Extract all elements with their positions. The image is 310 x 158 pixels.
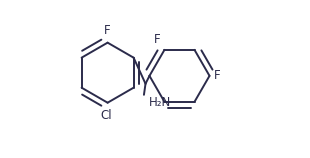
Text: F: F xyxy=(154,33,161,46)
Text: H₂N: H₂N xyxy=(149,96,171,109)
Text: Cl: Cl xyxy=(100,109,112,122)
Text: F: F xyxy=(214,69,220,82)
Text: F: F xyxy=(104,24,111,37)
